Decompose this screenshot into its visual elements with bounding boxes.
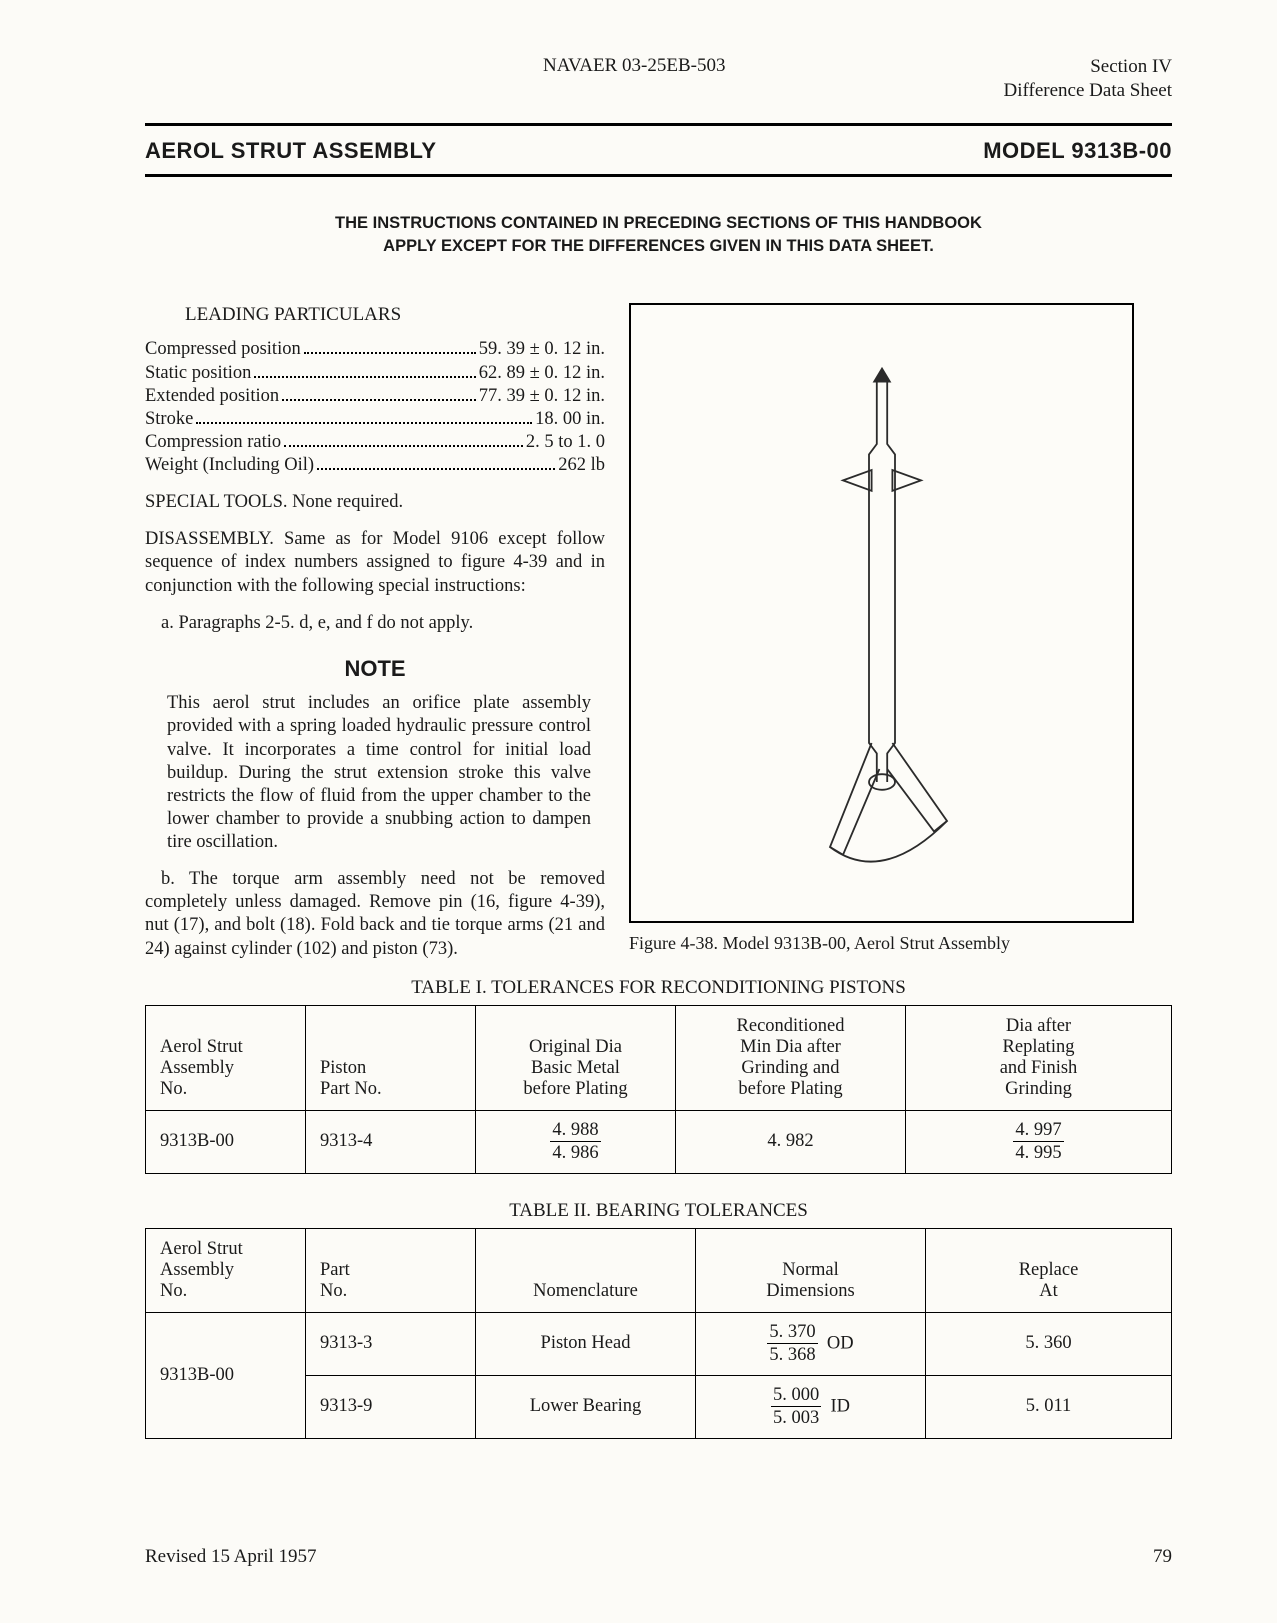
left-column: LEADING PARTICULARS Compressed position … <box>145 303 605 961</box>
assembly-title: AEROL STRUT ASSEMBLY <box>145 138 437 164</box>
lp-compressed: Compressed position 59. 39 ± 0. 12 in. <box>145 338 605 361</box>
cell-recond: 4. 982 <box>676 1110 906 1173</box>
cell-dim: 5. 3705. 368 OD <box>696 1312 926 1375</box>
page-number: 79 <box>1153 1546 1172 1568</box>
document-page: NAVAER 03-25EB-503 Section IV Difference… <box>0 0 1277 1623</box>
special-tools: SPECIAL TOOLS. None required. <box>145 491 605 514</box>
lp-label: Compressed position <box>145 338 301 361</box>
table-row: 9313B-00 9313-4 4. 9884. 986 4. 982 4. 9… <box>146 1110 1172 1173</box>
table-header-row: Aerol Strut Assembly No. Part No. Nomenc… <box>146 1228 1172 1312</box>
leading-particulars-title: LEADING PARTICULARS <box>185 303 605 327</box>
lp-stroke: Stroke 18. 00 in. <box>145 408 605 431</box>
th-part: Part No. <box>306 1228 476 1312</box>
leader-dots <box>304 352 476 354</box>
th-piston: Piston Part No. <box>306 1005 476 1110</box>
lp-static: Static position 62. 89 ± 0. 12 in. <box>145 362 605 385</box>
dim-suffix: ID <box>830 1396 850 1416</box>
cell-part: 9313-3 <box>306 1312 476 1375</box>
revision-date: Revised 15 April 1957 <box>145 1546 317 1568</box>
th-after: Dia after Replating and Finish Grinding <box>906 1005 1172 1110</box>
rule-top <box>145 123 1172 126</box>
note-heading: NOTE <box>145 655 605 683</box>
lp-extended: Extended position 77. 39 ± 0. 12 in. <box>145 385 605 408</box>
page-header: NAVAER 03-25EB-503 Section IV Difference… <box>145 55 1172 103</box>
figure-caption: Figure 4-38. Model 9313B-00, Aerol Strut… <box>629 933 1172 954</box>
cell-nomen: Piston Head <box>476 1312 696 1375</box>
cell-assy: 9313B-00 <box>146 1110 306 1173</box>
leader-dots <box>196 422 532 424</box>
lp-value: 262 lb <box>558 454 605 477</box>
doc-id: NAVAER 03-25EB-503 <box>145 55 1004 103</box>
table-header-row: Aerol Strut Assembly No. Piston Part No.… <box>146 1005 1172 1110</box>
strut-illustration <box>752 333 1012 893</box>
lp-label: Stroke <box>145 408 193 431</box>
item-b: b. The torque arm assembly need not be r… <box>145 868 605 961</box>
lp-label: Weight (Including Oil) <box>145 454 314 477</box>
cell-orig: 4. 9884. 986 <box>476 1110 676 1173</box>
right-column: Figure 4-38. Model 9313B-00, Aerol Strut… <box>629 303 1172 954</box>
leader-dots <box>317 468 555 470</box>
lp-label: Compression ratio <box>145 431 281 454</box>
page-footer: Revised 15 April 1957 79 <box>145 1546 1172 1568</box>
table2-title: TABLE II. BEARING TOLERANCES <box>145 1200 1172 1222</box>
lp-value: 59. 39 ± 0. 12 in. <box>479 338 605 361</box>
dim-suffix: OD <box>827 1333 854 1353</box>
lp-label: Extended position <box>145 385 279 408</box>
lp-value: 77. 39 ± 0. 12 in. <box>479 385 605 408</box>
th-recond: Reconditioned Min Dia after Grinding and… <box>676 1005 906 1110</box>
cell-part: 9313-4 <box>306 1110 476 1173</box>
leader-dots <box>284 445 523 447</box>
leader-dots <box>254 376 475 378</box>
model-number: MODEL 9313B-00 <box>983 138 1172 164</box>
lp-label: Static position <box>145 362 251 385</box>
th-orig: Original Dia Basic Metal before Plating <box>476 1005 676 1110</box>
table-row: 9313B-00 9313-3 Piston Head 5. 3705. 368… <box>146 1312 1172 1375</box>
cell-dim: 5. 0005. 003 ID <box>696 1375 926 1438</box>
cell-nomen: Lower Bearing <box>476 1375 696 1438</box>
instructions-block: THE INSTRUCTIONS CONTAINED IN PRECEDING … <box>299 212 1019 258</box>
section-line1: Section IV <box>1090 56 1172 77</box>
title-row: AEROL STRUT ASSEMBLY MODEL 9313B-00 <box>145 132 1172 168</box>
section-line2: Difference Data Sheet <box>1004 80 1172 101</box>
lp-value: 18. 00 in. <box>535 408 605 431</box>
cell-replace: 5. 011 <box>926 1375 1172 1438</box>
cell-assy: 9313B-00 <box>146 1312 306 1438</box>
rule-under-title <box>145 174 1172 177</box>
lp-value: 2. 5 to 1. 0 <box>526 431 605 454</box>
lp-weight: Weight (Including Oil) 262 lb <box>145 454 605 477</box>
th-assy: Aerol Strut Assembly No. <box>146 1005 306 1110</box>
th-nomen: Nomenclature <box>476 1228 696 1312</box>
instructions-line1: THE INSTRUCTIONS CONTAINED IN PRECEDING … <box>335 214 982 232</box>
th-assy: Aerol Strut Assembly No. <box>146 1228 306 1312</box>
th-dim: Normal Dimensions <box>696 1228 926 1312</box>
th-replace: Replace At <box>926 1228 1172 1312</box>
item-a: a. Paragraphs 2-5. d, e, and f do not ap… <box>145 612 605 635</box>
table-2: Aerol Strut Assembly No. Part No. Nomenc… <box>145 1228 1172 1439</box>
lp-compression-ratio: Compression ratio 2. 5 to 1. 0 <box>145 431 605 454</box>
figure-4-38 <box>629 303 1134 923</box>
cell-part: 9313-9 <box>306 1375 476 1438</box>
instructions-line2: APPLY EXCEPT FOR THE DIFFERENCES GIVEN I… <box>383 237 934 255</box>
table1-title: TABLE I. TOLERANCES FOR RECONDITIONING P… <box>145 977 1172 999</box>
cell-replace: 5. 360 <box>926 1312 1172 1375</box>
lp-value: 62. 89 ± 0. 12 in. <box>479 362 605 385</box>
table-1: Aerol Strut Assembly No. Piston Part No.… <box>145 1005 1172 1174</box>
cell-after: 4. 9974. 995 <box>906 1110 1172 1173</box>
leader-dots <box>282 399 476 401</box>
disassembly-para: DISASSEMBLY. Same as for Model 9106 exce… <box>145 528 605 597</box>
note-body: This aerol strut includes an orifice pla… <box>145 692 605 854</box>
